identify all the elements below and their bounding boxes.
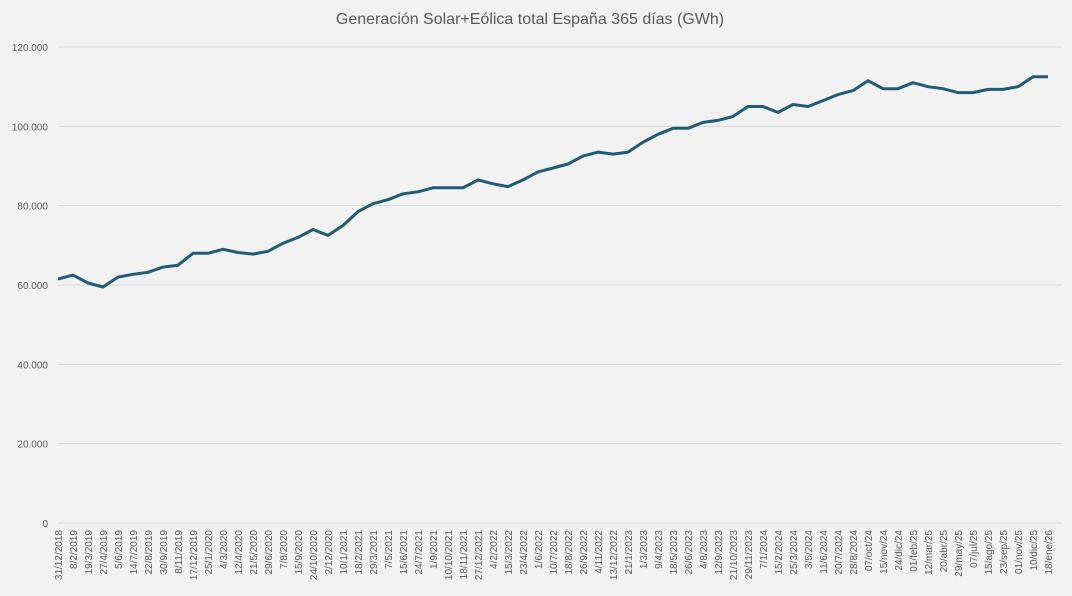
x-tick-label: 22/8/2019 (144, 530, 155, 575)
x-tick-label: 15/2/2024 (774, 530, 785, 575)
x-tick-label: 15/6/2021 (399, 530, 410, 575)
x-tick-label: 30/9/2019 (159, 530, 170, 575)
x-tick-label: 24/dic/24 (894, 530, 905, 571)
x-tick-label: 4/8/2023 (699, 530, 710, 569)
chart-title: Generación Solar+Eólica total España 365… (336, 11, 724, 28)
x-tick-label: 4/3/2020 (219, 530, 230, 569)
x-tick-label: 18/11/2021 (459, 530, 470, 580)
x-tick-label: 3/5/2024 (804, 530, 815, 569)
x-tick-label: 07/oct/24 (864, 530, 875, 572)
x-tick-label: 24/10/2020 (309, 530, 320, 580)
x-tick-label: 18/2/2021 (354, 530, 365, 575)
x-tick-label: 31/12/2018 (54, 530, 65, 580)
x-tick-label: 29/3/2021 (369, 530, 380, 575)
x-tick-label: 20/abr/25 (939, 530, 950, 573)
y-tick-label: 120.000 (12, 43, 49, 54)
y-tick-label: 60.000 (17, 281, 48, 292)
x-tick-label: 29/may/25 (954, 530, 965, 577)
x-tick-label: 18/5/2023 (669, 530, 680, 575)
x-tick-label: 10/dic/25 (1029, 530, 1040, 571)
x-tick-label: 10/7/2022 (549, 530, 560, 575)
y-tick-label: 20.000 (17, 440, 48, 451)
x-tick-label: 4/11/2022 (594, 530, 605, 574)
x-tick-label: 8/11/2019 (174, 530, 185, 574)
x-tick-label: 10/10/2021 (444, 530, 455, 580)
x-tick-label: 23/sep/25 (999, 530, 1010, 574)
x-tick-label: 26/6/2023 (684, 530, 695, 575)
x-tick-label: 10/1/2021 (339, 530, 350, 575)
x-tick-label: 26/9/2022 (579, 530, 590, 575)
x-tick-label: 12/mar/25 (924, 530, 935, 575)
x-tick-label: 15/ago/25 (984, 530, 995, 575)
x-tick-label: 7/5/2021 (384, 530, 395, 569)
x-tick-label: 29/11/2023 (744, 530, 755, 580)
x-tick-label: 23/4/2022 (519, 530, 530, 575)
line (57, 75, 1048, 289)
y-tick-label: 0 (42, 519, 48, 530)
x-tick-label: 7/1/2024 (759, 530, 770, 569)
x-tick-label: 17/12/2019 (189, 530, 200, 580)
x-tick-label: 4/2/2022 (489, 530, 500, 569)
x-tick-label: 9/4/2023 (654, 530, 665, 569)
x-tick-label: 01/feb/25 (909, 530, 920, 572)
x-tick-label: 14/7/2019 (129, 530, 140, 575)
x-tick-label: 2/12/2020 (324, 530, 335, 575)
x-tick-label: 21/10/2023 (729, 530, 740, 580)
x-tick-label: 11/6/2024 (819, 530, 830, 574)
x-tick-label: 25/3/2024 (789, 530, 800, 575)
x-tick-label: 13/12/2022 (609, 530, 620, 580)
x-tick-label: 29/6/2020 (264, 530, 275, 575)
x-tick-label: 12/4/2020 (234, 530, 245, 575)
x-tick-label: 21/1/2023 (624, 530, 635, 575)
x-tick-label: 01/nov/25 (1014, 530, 1025, 574)
x-tick-label: 15/9/2020 (294, 530, 305, 575)
x-tick-label: 15/nov/24 (879, 530, 890, 574)
x-tick-label: 7/8/2020 (279, 530, 290, 569)
x-tick-label: 27/12/2021 (474, 530, 485, 580)
x-tick-label: 18/ene/26 (1044, 530, 1055, 575)
x-tick-label: 27/4/2019 (99, 530, 110, 575)
x-tick-label: 18/8/2022 (564, 530, 575, 575)
x-tick-label: 15/3/2022 (504, 530, 515, 575)
x-tick-label: 20/7/2024 (834, 530, 845, 575)
x-tick-label: 21/5/2020 (249, 530, 260, 575)
y-tick-label: 80.000 (17, 202, 48, 213)
x-tick-label: 1/3/2023 (639, 530, 650, 569)
x-tick-label: 19/3/2019 (84, 530, 95, 575)
x-tick-label: 1/9/2021 (429, 530, 440, 569)
y-tick-label: 40.000 (17, 360, 48, 371)
x-tick-label: 25/1/2020 (204, 530, 215, 575)
y-tick-label: 100.000 (12, 122, 49, 133)
x-tick-label: 12/9/2023 (714, 530, 725, 575)
x-tick-label: 5/6/2019 (114, 530, 125, 569)
x-tick-label: 24/7/2021 (414, 530, 425, 575)
x-tick-label: 1/6/2022 (534, 530, 545, 569)
x-tick-label: 8/2/2019 (69, 530, 80, 569)
x-tick-label: 28/8/2024 (849, 530, 860, 575)
x-tick-label: 07/jul/25 (969, 530, 980, 568)
